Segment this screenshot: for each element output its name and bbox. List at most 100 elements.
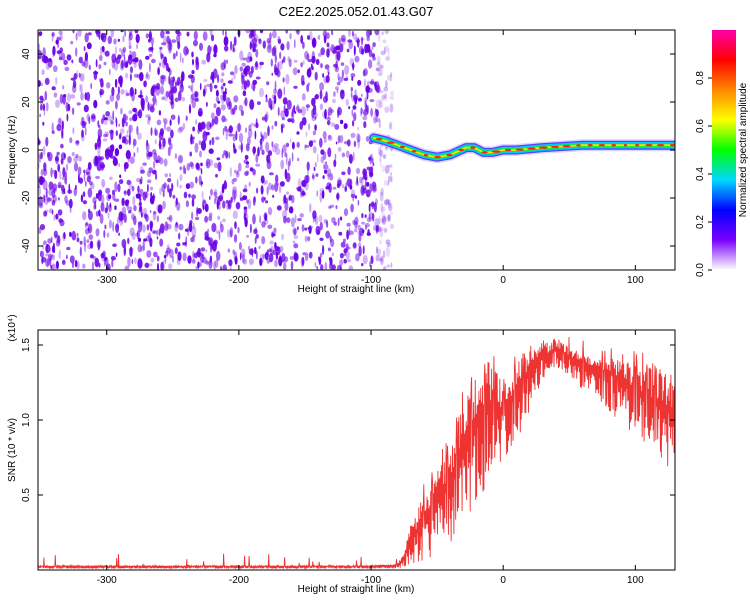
noise-speckle [272, 249, 277, 255]
noise-speckle [278, 185, 282, 194]
noise-speckle [368, 30, 371, 37]
noise-speckle [341, 69, 344, 79]
noise-speckle [381, 206, 386, 212]
x-tick-label: -100 [361, 275, 381, 286]
noise-speckle [335, 141, 338, 145]
noise-speckle [57, 197, 60, 201]
noise-speckle [127, 188, 131, 196]
noise-speckle [302, 252, 306, 256]
noise-speckle [155, 173, 158, 180]
noise-speckle [145, 73, 148, 80]
ridge-peak [598, 144, 606, 147]
noise-speckle [385, 246, 391, 257]
noise-speckle [316, 190, 319, 197]
ridge-peak [434, 155, 441, 159]
noise-speckle [294, 39, 296, 49]
noise-speckle [268, 252, 274, 263]
noise-speckle [267, 224, 273, 229]
noise-speckle [118, 134, 122, 140]
noise-speckle [215, 89, 219, 97]
noise-speckle [341, 38, 347, 43]
noise-speckle [168, 75, 171, 85]
noise-speckle [157, 262, 159, 270]
noise-speckle [220, 223, 224, 233]
noise-speckle [197, 128, 200, 135]
noise-speckle [46, 197, 51, 203]
noise-speckle [122, 46, 127, 53]
noise-speckle [244, 217, 248, 228]
noise-speckle [247, 136, 251, 146]
noise-speckle [236, 123, 242, 132]
noise-speckle [41, 256, 47, 263]
noise-speckle [259, 61, 264, 66]
noise-speckle [85, 180, 87, 187]
noise-speckle [379, 156, 382, 163]
noise-speckle [297, 69, 301, 74]
noise-speckle [57, 117, 62, 126]
noise-speckle [342, 238, 346, 243]
noise-speckle [188, 85, 191, 89]
noise-speckle [306, 107, 309, 111]
noise-speckle [325, 185, 330, 190]
noise-speckle [147, 179, 152, 183]
noise-speckle [80, 92, 84, 101]
noise-speckle [70, 77, 76, 81]
noise-speckle [233, 36, 237, 46]
noise-speckle [113, 155, 117, 165]
noise-speckle [363, 121, 367, 129]
noise-speckle [381, 31, 385, 36]
noise-speckle [256, 187, 259, 194]
noise-speckle [355, 253, 360, 262]
noise-speckle [226, 128, 232, 133]
noise-speckle [176, 81, 180, 86]
noise-speckle [114, 181, 118, 193]
noise-speckle [217, 100, 221, 104]
noise-speckle [111, 86, 115, 97]
noise-speckle [386, 74, 391, 82]
noise-speckle [137, 258, 143, 269]
noise-speckle [145, 95, 149, 103]
noise-speckle [88, 174, 92, 180]
noise-speckle [370, 153, 374, 164]
noise-speckle [172, 86, 178, 94]
colorbar-tick-label: 0.6 [695, 119, 706, 133]
noise-speckle [131, 51, 137, 59]
noise-speckle [372, 162, 375, 167]
noise-speckle [334, 65, 340, 73]
noise-speckle [126, 130, 129, 134]
noise-speckle [156, 215, 159, 223]
noise-speckle [157, 67, 161, 76]
noise-speckle [82, 191, 86, 198]
ridge-peak [576, 144, 581, 147]
noise-speckle [293, 59, 298, 63]
snr-series-line [38, 336, 675, 570]
noise-speckle [71, 262, 75, 269]
noise-speckle [223, 36, 229, 47]
noise-speckle [100, 32, 104, 41]
noise-speckle [189, 161, 194, 168]
noise-speckle [231, 77, 234, 84]
noise-speckle [83, 236, 86, 247]
noise-speckle [68, 183, 71, 194]
ridge-peak [551, 145, 559, 149]
noise-speckle [244, 171, 249, 177]
noise-speckle [203, 79, 208, 82]
noise-speckle [94, 257, 100, 268]
noise-speckle [311, 116, 317, 122]
noise-speckle [270, 100, 275, 110]
noise-speckle [83, 104, 89, 113]
noise-speckle [254, 236, 257, 244]
noise-speckle [207, 260, 213, 266]
noise-speckle [52, 249, 55, 253]
noise-speckle [115, 252, 118, 257]
noise-speckle [341, 171, 346, 176]
noise-speckle [199, 42, 203, 51]
noise-speckle [331, 252, 335, 257]
noise-speckle [361, 229, 365, 234]
noise-speckle [254, 130, 257, 140]
noise-speckle [345, 150, 350, 158]
noise-speckle [39, 175, 44, 186]
noise-speckle [312, 210, 317, 220]
noise-speckle [76, 260, 80, 270]
noise-speckle [233, 74, 236, 80]
